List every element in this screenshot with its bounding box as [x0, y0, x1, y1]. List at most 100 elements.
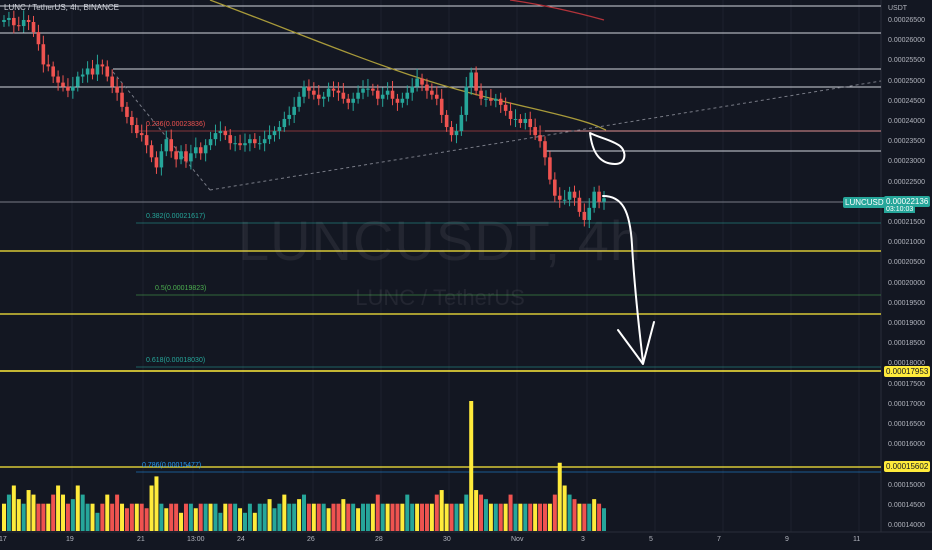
candle-body	[105, 66, 110, 77]
watermark-pair: LUNC / TetherUS	[355, 285, 525, 310]
price-tick-label: 0.00015000	[888, 481, 925, 489]
fib-618-label: 0.618(0.00018030)	[146, 357, 206, 364]
volume-bar	[365, 503, 370, 531]
candle-body	[12, 17, 16, 26]
volume-bar	[21, 503, 26, 531]
candle-body	[71, 86, 75, 91]
volume-bar	[587, 503, 592, 531]
price-tick-label: 0.00020000	[888, 279, 925, 287]
hand-annotations	[589, 132, 655, 365]
volume-bar	[56, 485, 61, 531]
volume-bar	[188, 503, 193, 531]
candle-body	[331, 88, 336, 91]
price-tick-label: 0.00025500	[888, 57, 925, 65]
candle-body	[31, 22, 36, 33]
volume-bar	[356, 508, 361, 531]
volume-bar	[277, 503, 282, 531]
candle-body	[287, 114, 292, 119]
volume-bar	[336, 503, 341, 531]
fib-786-label: 0.786(0.00015477)	[142, 462, 202, 469]
candle-body	[484, 98, 488, 100]
volume-bar	[351, 503, 356, 531]
volume-bar	[464, 494, 469, 531]
volume-bar	[513, 503, 518, 531]
hand-drawn-arrow-curve	[602, 195, 644, 363]
candle-body	[336, 90, 341, 93]
volume-bar	[70, 499, 75, 531]
volume-bar	[592, 499, 597, 531]
candle-body	[292, 106, 296, 115]
candle-body	[543, 141, 547, 158]
price-tick-label: 0.00017500	[888, 380, 925, 388]
volume-bar	[95, 512, 100, 531]
volume-bar	[272, 508, 277, 531]
volume-bar	[493, 503, 498, 531]
volume-bar	[552, 494, 557, 531]
candle-body	[51, 66, 55, 77]
candle-body	[533, 127, 537, 136]
candle-body	[282, 118, 287, 128]
candle-body	[213, 133, 218, 140]
volume-bar	[316, 503, 321, 531]
volume-bar	[429, 503, 434, 531]
candle-body	[425, 84, 429, 91]
volume-bar	[51, 494, 56, 531]
volume-bar	[6, 494, 11, 531]
candle-body	[572, 191, 577, 198]
volume-bar	[179, 512, 184, 531]
time-tick-label: Nov	[511, 536, 524, 543]
volume-bar	[498, 503, 503, 531]
price-tick-label: 0.00021500	[888, 219, 925, 226]
volume-bar	[395, 503, 400, 531]
candle-body	[277, 127, 282, 132]
volume-bar	[479, 494, 484, 531]
candle-body	[567, 191, 572, 200]
trendline-up	[209, 80, 882, 191]
price-tick-label: 0.00014000	[888, 522, 925, 529]
volume-bar	[144, 508, 149, 531]
volume-bar	[572, 499, 577, 531]
volume-bar	[380, 503, 385, 531]
volume-bar	[80, 494, 85, 531]
candle-body	[415, 78, 419, 87]
candle-body	[538, 135, 542, 142]
volume-bar	[331, 503, 336, 531]
symbol-header[interactable]: LUNC / TetherUS, 4h, BINANCE	[4, 3, 120, 12]
candle-body	[61, 82, 65, 87]
volume-bar	[110, 503, 115, 531]
candle-body	[321, 96, 326, 99]
volume-bar	[129, 503, 134, 531]
candle-body	[125, 106, 129, 117]
candle-body	[400, 98, 405, 103]
candle-body	[474, 72, 478, 91]
volume-bar	[557, 462, 562, 531]
volume-bar	[287, 503, 292, 531]
volume-bar	[292, 503, 297, 531]
price-axis[interactable]: USDT 0.00026500 0.00026000 0.00025500 0.000…	[882, 0, 932, 532]
candle-body	[434, 94, 439, 99]
volume-bar	[252, 512, 257, 531]
watermark-ticker: LUNCUSDT, 4h	[237, 209, 643, 272]
candle-body	[80, 74, 85, 77]
candle-body	[243, 143, 247, 146]
candle-body	[587, 207, 592, 220]
volume-bar	[533, 503, 538, 531]
volume-bar	[159, 503, 164, 531]
volume-bar	[174, 503, 179, 531]
fib-382-label: 0.382(0.00021617)	[146, 213, 206, 220]
candle-body	[326, 88, 331, 97]
candle-body	[430, 90, 434, 95]
hand-drawn-arrowhead	[617, 321, 655, 365]
time-tick-label: 26	[307, 536, 315, 543]
candle-body	[154, 157, 159, 168]
candle-body	[297, 96, 301, 107]
grid-lines	[71, 0, 860, 532]
time-axis[interactable]: 17 19 21 13:00 24 26 28 30 Nov 3 5 7 9 11	[0, 533, 881, 550]
hand-drawn-loop	[589, 132, 626, 165]
volume-bar	[208, 503, 213, 531]
candle-body	[498, 98, 503, 105]
candle-body	[602, 198, 606, 202]
candle-body	[262, 139, 267, 144]
candle-body	[272, 131, 277, 136]
